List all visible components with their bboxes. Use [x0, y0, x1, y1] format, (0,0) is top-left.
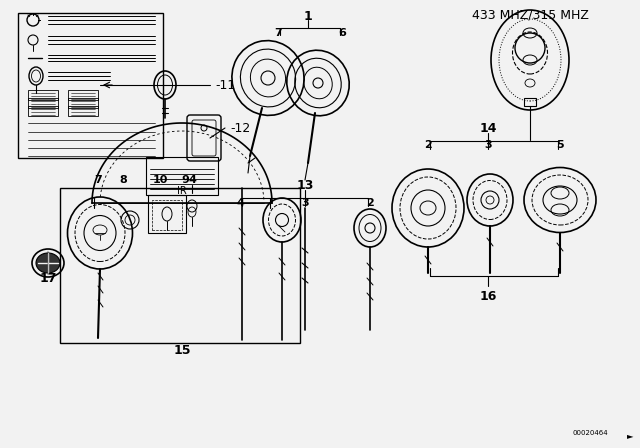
Text: 10: 10 — [152, 175, 168, 185]
Text: 14: 14 — [479, 121, 497, 134]
Text: 4: 4 — [188, 175, 196, 185]
Text: 1: 1 — [303, 9, 312, 22]
Bar — [60, 188, 300, 343]
Bar — [68, 90, 98, 100]
Text: 2: 2 — [424, 140, 432, 150]
Text: 3: 3 — [484, 140, 492, 150]
Text: ►: ► — [627, 431, 633, 440]
Text: 00020464: 00020464 — [572, 430, 608, 436]
Ellipse shape — [36, 253, 60, 273]
Text: 16: 16 — [479, 289, 497, 302]
Text: 2: 2 — [366, 198, 374, 208]
Text: -11: -11 — [215, 78, 236, 91]
Bar — [18, 13, 163, 158]
Bar — [148, 195, 186, 233]
Bar — [28, 106, 58, 116]
Text: 15: 15 — [173, 344, 191, 357]
Text: 5: 5 — [556, 140, 564, 150]
Bar — [28, 90, 58, 100]
Bar — [68, 106, 98, 116]
Text: 9: 9 — [181, 175, 189, 185]
Text: 433 MHZ/315 MHZ: 433 MHZ/315 MHZ — [472, 9, 588, 22]
Bar — [68, 98, 98, 108]
Text: 7: 7 — [274, 28, 282, 38]
Text: 3: 3 — [301, 198, 309, 208]
Bar — [146, 157, 218, 195]
Text: IR: IR — [177, 186, 187, 196]
Text: 6: 6 — [338, 28, 346, 38]
Text: 7: 7 — [94, 175, 102, 185]
Bar — [524, 98, 536, 106]
Text: 4: 4 — [236, 198, 244, 208]
Text: 8: 8 — [119, 175, 127, 185]
Bar — [152, 200, 182, 230]
Text: 17: 17 — [39, 271, 57, 284]
Bar — [28, 98, 58, 108]
Text: -12: -12 — [230, 121, 250, 134]
Text: 13: 13 — [296, 178, 314, 191]
